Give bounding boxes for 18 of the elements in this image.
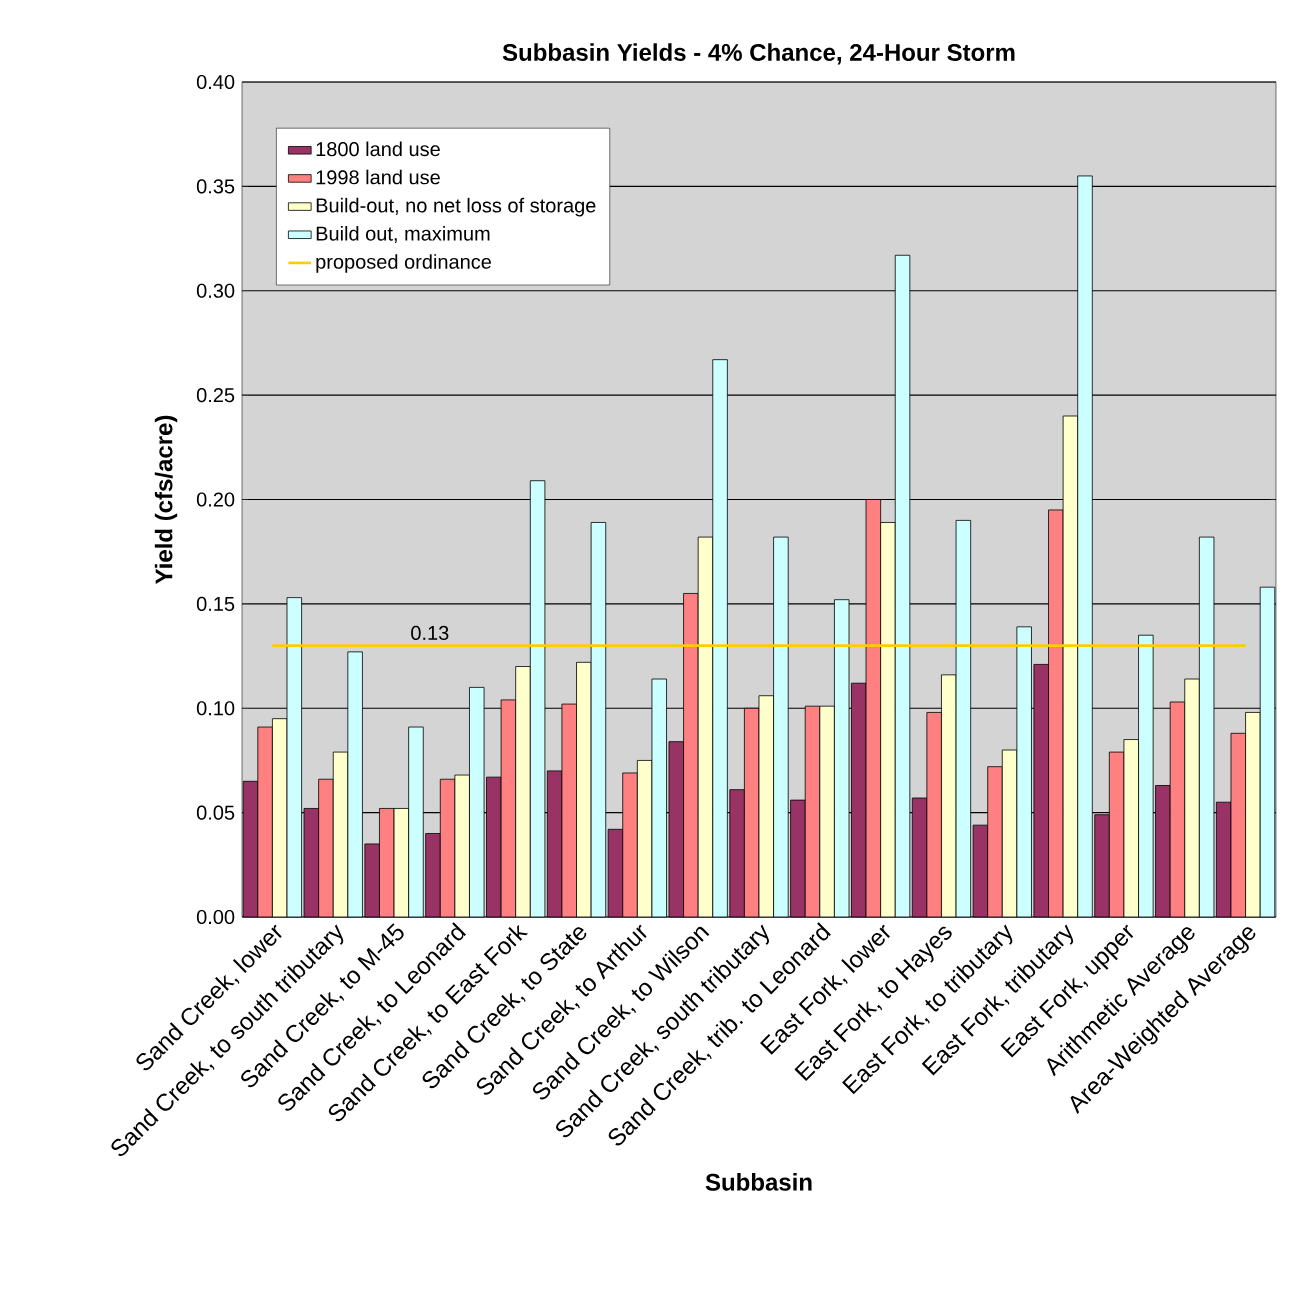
y-tick-label: 0.20 <box>196 492 235 507</box>
y-tick-label: 0.10 <box>196 701 235 716</box>
y-axis-title: Yield (cfs/acre) <box>154 415 178 585</box>
legend-label: proposed ordinance <box>316 254 491 273</box>
y-tick-label: 0.00 <box>196 909 235 925</box>
data-label: 0.13 <box>411 625 449 641</box>
y-tick-label: 0.40 <box>196 74 235 90</box>
legend-label: 1998 land use <box>316 169 440 185</box>
y-tick-label: 0.25 <box>196 388 235 403</box>
x-axis-title: Subbasin <box>705 1173 812 1191</box>
y-tick-label: 0.05 <box>196 805 235 820</box>
legend-label: 1800 land use <box>316 141 440 157</box>
chart-title: Subbasin Yields - 4% Chance, 24-Hour Storm <box>502 43 1015 65</box>
y-tick-label: 0.30 <box>196 283 235 298</box>
legend-label: Build out, maximum <box>316 226 490 244</box>
y-tick-label: 0.35 <box>196 179 235 194</box>
legend-label: Build-out, no net loss of storage <box>316 197 596 217</box>
y-tick-label: 0.15 <box>196 596 235 611</box>
